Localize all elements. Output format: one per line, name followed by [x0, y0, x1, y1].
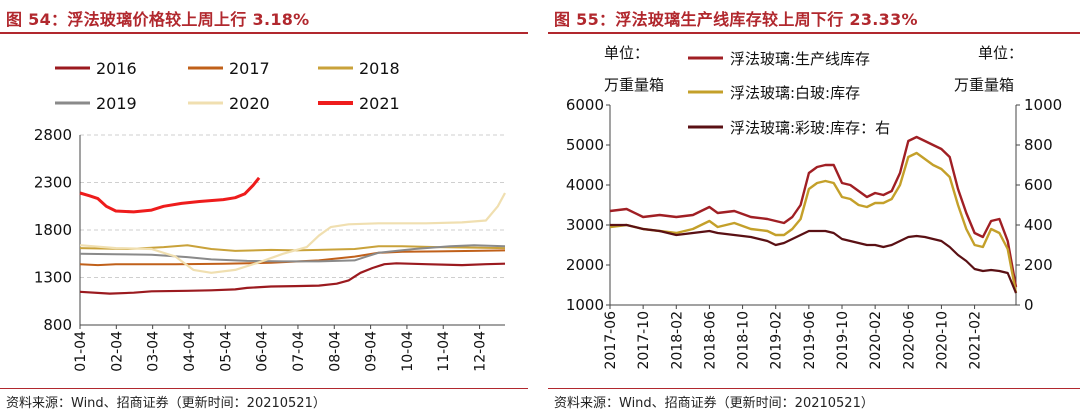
- right-legend-label-1: 浮法玻璃:白玻:库存: [730, 84, 860, 102]
- right-x-tick-label: 2020-10: [934, 311, 950, 370]
- right-left-y-tick-label: 4000: [566, 176, 604, 194]
- right-chart-title: 图 55：浮法玻璃生产线库存较上周下行 23.33%: [554, 10, 918, 29]
- right-right-y-tick-label: 0: [1024, 296, 1034, 314]
- left-source-divider: [0, 388, 528, 389]
- right-unit-right-line1: 单位：: [978, 44, 1023, 62]
- left-chart-panel: 图 54：浮法玻璃价格较上周上行 3.18% 800 1300 1800 2300 28…: [0, 0, 528, 418]
- left-x-tick-label: 01-04: [73, 331, 89, 372]
- right-source-note: 资料来源：Wind、招商证券（更新时间：20210521）: [554, 396, 874, 411]
- left-chart-title: 图 54：浮法玻璃价格较上周上行 3.18%: [6, 10, 310, 29]
- left-series-line-2020: [79, 192, 506, 274]
- left-x-tick-label: 09-04: [364, 331, 380, 372]
- right-left-y-tick-label: 1000: [566, 296, 604, 314]
- left-x-tick-label: 06-04: [255, 331, 271, 372]
- right-x-tick-label: 2019-10: [835, 311, 851, 370]
- right-legend-label-0: 浮法玻璃:生产线库存: [730, 50, 870, 68]
- right-x-tick-label: 2018-10: [736, 311, 752, 370]
- left-y-tick-label: 800: [43, 316, 72, 334]
- right-x-tick-label: 2021-02: [968, 311, 984, 370]
- right-x-tick-label: 2018-02: [669, 311, 685, 370]
- right-unit-right-line2: 万重量箱: [954, 76, 1014, 94]
- right-x-tick-label: 2019-06: [802, 311, 818, 370]
- left-x-tick-label: 12-04: [473, 331, 489, 372]
- left-x-tick-label: 08-04: [327, 331, 343, 372]
- right-unit-left-line1: 单位：: [604, 44, 649, 62]
- right-right-y-tick-label: 800: [1024, 136, 1053, 154]
- left-legend-label-2019: 2019: [96, 94, 137, 113]
- left-legend-label-2017: 2017: [229, 59, 270, 78]
- right-x-tick-label: 2018-06: [702, 311, 718, 370]
- left-x-tick-label: 07-04: [291, 331, 307, 372]
- left-x-tick-label: 05-04: [218, 331, 234, 372]
- right-series-line-0: [609, 135, 1018, 288]
- left-y-tick-label: 2300: [34, 174, 72, 192]
- right-title-divider: [548, 32, 1080, 34]
- right-left-y-tick-label: 6000: [566, 96, 604, 114]
- right-chart-panel: 图 55：浮法玻璃生产线库存较上周下行 23.33% 1000 2000 3000 4…: [548, 0, 1080, 418]
- right-right-y-tick-label: 400: [1024, 216, 1053, 234]
- left-series-line-2021: [79, 176, 261, 214]
- left-series-line-2019: [79, 244, 506, 263]
- right-left-y-tick-label: 5000: [566, 136, 604, 154]
- left-chart-svg: 800 1300 1800 2300 2800 01-04 02-04 03-04 04-04 0…: [34, 59, 506, 372]
- right-left-y-tick-label: 3000: [566, 216, 604, 234]
- left-legend-label-2020: 2020: [229, 94, 270, 113]
- right-legend-label-2: 浮法玻璃:彩玻:库存：右: [730, 119, 890, 137]
- right-x-tick-label: 2020-06: [901, 311, 917, 370]
- left-legend-label-2016: 2016: [96, 59, 137, 78]
- right-left-y-tick-label: 2000: [566, 256, 604, 274]
- left-legend-label-2021: 2021: [359, 94, 400, 113]
- left-y-tick-label: 2800: [34, 126, 72, 144]
- right-series-line-2: [610, 223, 1018, 294]
- left-y-tick-label: 1300: [34, 269, 72, 287]
- right-right-y-tick-label: 1000: [1024, 96, 1062, 114]
- left-x-tick-label: 03-04: [146, 331, 162, 372]
- right-x-tick-label: 2017-10: [636, 311, 652, 370]
- right-x-tick-label: 2020-02: [868, 311, 884, 370]
- left-y-tick-label: 1800: [34, 221, 72, 239]
- right-right-y-tick-label: 600: [1024, 176, 1053, 194]
- left-x-tick-label: 11-04: [436, 331, 452, 372]
- left-x-tick-label: 02-04: [109, 331, 125, 372]
- right-chart-svg: 1000 2000 3000 4000 5000 6000 0 200 400 600 800 100…: [566, 44, 1062, 370]
- left-x-tick-label: 10-04: [400, 331, 416, 372]
- right-x-tick-label: 2019-02: [769, 311, 785, 370]
- right-right-y-tick-label: 200: [1024, 256, 1053, 274]
- right-source-divider: [548, 388, 1080, 389]
- right-series-line-1: [609, 151, 1018, 294]
- left-legend-label-2018: 2018: [359, 59, 400, 78]
- left-series-line-2017: [79, 249, 506, 267]
- left-title-divider: [0, 32, 528, 34]
- left-series-line-2016: [79, 262, 506, 295]
- left-x-tick-label: 04-04: [182, 331, 198, 372]
- right-unit-left-line2: 万重量箱: [604, 76, 664, 94]
- left-source-note: 资料来源：Wind、招商证券（更新时间：20210521）: [6, 396, 326, 411]
- right-x-tick-label: 2017-06: [603, 311, 619, 370]
